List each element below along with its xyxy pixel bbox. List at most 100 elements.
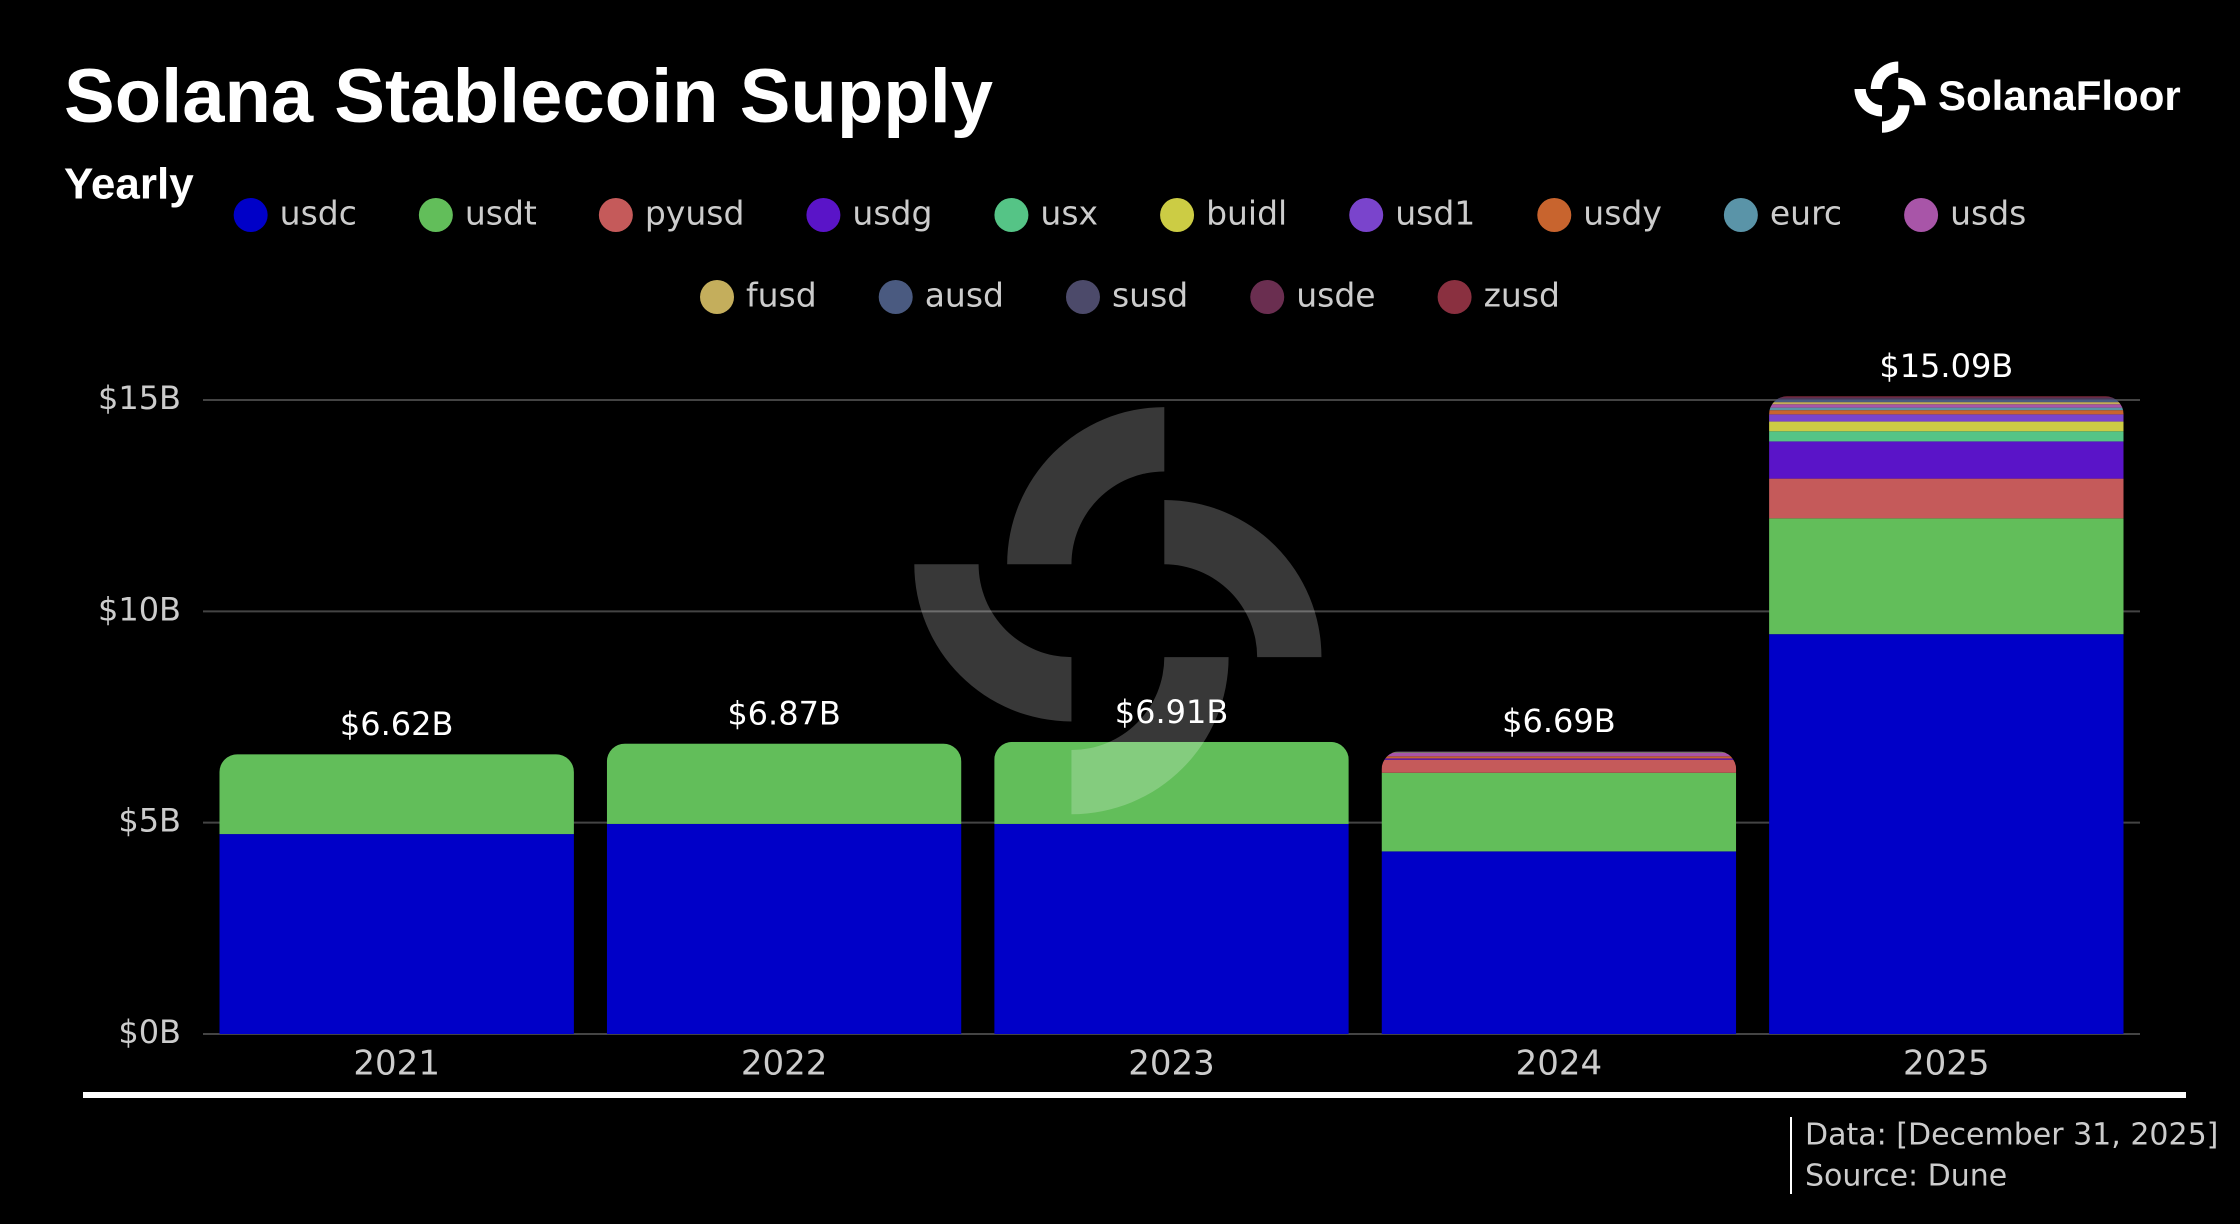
bar-stack bbox=[1381, 751, 1737, 1034]
legend-item: usd1 bbox=[1349, 194, 1475, 233]
bar-segment bbox=[1769, 404, 2124, 408]
legend-label: buidl bbox=[1206, 194, 1287, 233]
legend-item: buidl bbox=[1160, 194, 1287, 233]
x-tick-label: 2025 bbox=[1903, 1044, 1990, 1084]
legend-label: fusd bbox=[746, 276, 817, 315]
legend-swatch bbox=[700, 280, 735, 314]
bar-segment bbox=[1769, 478, 2124, 519]
legend-swatch bbox=[1537, 198, 1572, 232]
legend-item: usdg bbox=[806, 194, 932, 233]
y-tick-label: $5B bbox=[118, 802, 181, 840]
total-label: $6.87B bbox=[727, 695, 841, 733]
bar-segment bbox=[1769, 421, 2124, 432]
legend-swatch bbox=[233, 198, 268, 232]
legend-item: usdy bbox=[1537, 194, 1662, 233]
legend-label: usde bbox=[1296, 276, 1375, 315]
legend-item: susd bbox=[1065, 276, 1188, 315]
y-tick-label: $10B bbox=[98, 590, 181, 628]
bar-segment bbox=[219, 834, 574, 1034]
bar-segment bbox=[1769, 634, 2124, 1034]
legend-item: usde bbox=[1250, 276, 1376, 315]
legend-item: usx bbox=[994, 194, 1098, 233]
bar-stack bbox=[606, 743, 962, 1034]
legend-swatch bbox=[994, 198, 1029, 232]
legend-label: usdg bbox=[852, 194, 932, 233]
legend-label: usdc bbox=[280, 194, 357, 233]
legend-label: usd1 bbox=[1395, 194, 1475, 233]
x-tick-label: 2024 bbox=[1516, 1044, 1603, 1084]
bar-segment bbox=[1769, 431, 2124, 442]
legend-swatch bbox=[1349, 198, 1384, 232]
total-label: $6.91B bbox=[1115, 693, 1229, 731]
legend-swatch bbox=[1723, 198, 1758, 232]
watermark bbox=[914, 407, 1322, 815]
bar-segment bbox=[1769, 402, 2124, 405]
bar-segment bbox=[606, 823, 962, 1034]
x-tick-label: 2023 bbox=[1128, 1044, 1215, 1084]
bar-segment bbox=[1769, 397, 2124, 399]
bar-segment bbox=[1769, 414, 2124, 422]
bar-segment bbox=[994, 741, 1349, 824]
bar-stack bbox=[1769, 396, 2124, 1034]
bar-segment bbox=[1381, 751, 1737, 753]
bar-segment bbox=[1769, 398, 2124, 400]
x-tick-label: 2022 bbox=[741, 1044, 828, 1084]
legend-swatch bbox=[598, 198, 633, 232]
brand-name: SolanaFloor bbox=[1938, 72, 2181, 119]
legend-label: usds bbox=[1950, 194, 2026, 233]
legend-label: ausd bbox=[925, 276, 1004, 315]
legend-label: eurc bbox=[1770, 194, 1842, 233]
legend-swatch bbox=[1437, 280, 1472, 314]
legend-item: usdt bbox=[418, 194, 537, 233]
y-tick-label: $15B bbox=[98, 379, 181, 417]
legend-label: usdy bbox=[1583, 194, 1662, 233]
legend-label: zusd bbox=[1484, 276, 1560, 315]
legend-swatch bbox=[806, 198, 841, 232]
chart-title: Solana Stablecoin Supply bbox=[64, 54, 993, 139]
bar-segment bbox=[1769, 518, 2124, 635]
legend-item: zusd bbox=[1437, 276, 1560, 315]
bar-stack bbox=[219, 754, 574, 1034]
bar-segment bbox=[1769, 407, 2124, 411]
bar-segment bbox=[1381, 758, 1737, 760]
legend-item: ausd bbox=[878, 276, 1004, 315]
legend-swatch bbox=[878, 280, 913, 314]
bar-segment bbox=[606, 743, 962, 824]
bar-stack bbox=[994, 741, 1349, 1034]
plot-area: $0B $5B $10B $15B $6.62B 2021 $6.87B 2022 $6.91B… bbox=[98, 347, 2140, 1084]
chart-subtitle: Yearly bbox=[64, 160, 194, 209]
legend-item: usds bbox=[1904, 194, 2026, 233]
footer-date: Data: [December 31, 2025] bbox=[1805, 1118, 2218, 1153]
legend-item: eurc bbox=[1723, 194, 1842, 233]
bar-segment bbox=[1769, 396, 2124, 398]
legend-swatch bbox=[1250, 280, 1285, 314]
total-label: $6.69B bbox=[1502, 702, 1616, 740]
total-label: $15.09B bbox=[1879, 347, 2013, 385]
bar-segment bbox=[1381, 752, 1737, 757]
legend-swatch bbox=[418, 198, 453, 232]
bar-segment bbox=[1769, 400, 2124, 403]
bar-segment bbox=[1769, 441, 2124, 479]
bar-segment bbox=[1381, 759, 1737, 773]
legend-swatch bbox=[1160, 198, 1195, 232]
legend-item: pyusd bbox=[598, 194, 745, 233]
legend-item: usdc bbox=[233, 194, 357, 233]
legend-label: pyusd bbox=[645, 194, 745, 233]
bar-segment bbox=[1381, 772, 1737, 852]
bar-segment bbox=[1381, 756, 1737, 759]
legend-item: fusd bbox=[700, 276, 817, 315]
y-tick-label: $0B bbox=[118, 1013, 181, 1051]
x-tick-label: 2021 bbox=[353, 1044, 440, 1084]
legend-label: usdt bbox=[465, 194, 537, 233]
bar-segment bbox=[994, 823, 1349, 1034]
legend-swatch bbox=[1904, 198, 1939, 232]
legend-swatch bbox=[1065, 280, 1100, 314]
footer-source: Source: Dune bbox=[1805, 1159, 2007, 1194]
bar-segment bbox=[219, 754, 574, 835]
bar-segment bbox=[1769, 410, 2124, 415]
brand-logo bbox=[1854, 61, 1926, 133]
legend-label: susd bbox=[1112, 276, 1188, 315]
bar-segment bbox=[1381, 851, 1737, 1034]
